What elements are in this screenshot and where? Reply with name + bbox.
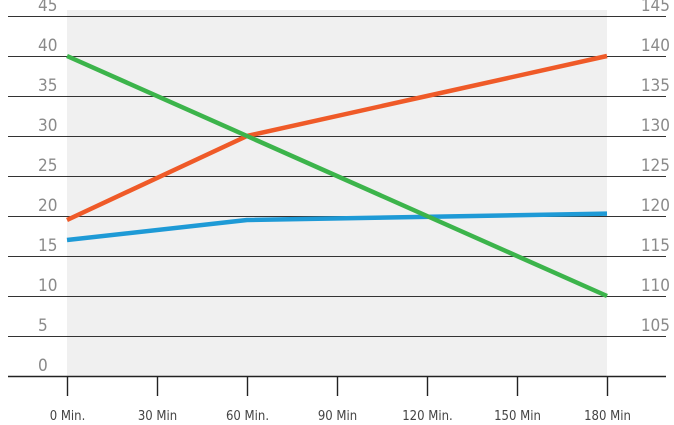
plot-area-background	[67, 10, 607, 376]
x-tick-label: 150 Min	[494, 409, 541, 424]
x-tick-label: 90 Min	[318, 409, 357, 424]
right-tick-label: 140	[641, 36, 670, 56]
left-tick-label: 20	[38, 196, 57, 216]
x-axis: 0 Min. 30 Min 60 Min. 90 Min 120 Min. 150 Min…	[50, 376, 631, 424]
left-tick-label: 15	[38, 236, 57, 256]
left-tick-label: 5	[38, 316, 48, 336]
series-line	[66, 53, 608, 223]
series-lines	[66, 53, 608, 299]
left-tick-label: 45	[38, 0, 57, 16]
right-axis-tick-labels: 105 110 115 120 125 130 135 140 145	[641, 0, 670, 336]
right-tick-label: 125	[641, 156, 670, 176]
right-tick-label: 115	[641, 236, 670, 256]
left-tick-label: 40	[38, 36, 57, 56]
right-tick-label: 130	[641, 116, 670, 136]
right-tick-label: 105	[641, 316, 670, 336]
left-axis-tick-labels: 0 5 10 15 20 25 30 35 40 45	[38, 0, 57, 376]
x-tick-label: 120 Min.	[402, 409, 453, 424]
left-tick-label: 0	[38, 356, 48, 376]
left-tick-label: 35	[38, 76, 57, 96]
series-line	[66, 211, 608, 243]
right-tick-label: 110	[641, 276, 670, 296]
x-tick-label: 180 Min	[584, 409, 631, 424]
left-tick-label: 10	[38, 276, 57, 296]
left-tick-label: 25	[38, 156, 57, 176]
x-tick-label: 30 Min	[138, 409, 177, 424]
series-line	[66, 53, 608, 299]
right-tick-label: 120	[641, 196, 670, 216]
left-tick-label: 30	[38, 116, 57, 136]
right-tick-label: 145	[641, 0, 670, 16]
x-tick-label: 0 Min.	[50, 409, 86, 424]
x-tick-label: 60 Min.	[226, 409, 269, 424]
right-tick-label: 135	[641, 76, 670, 96]
